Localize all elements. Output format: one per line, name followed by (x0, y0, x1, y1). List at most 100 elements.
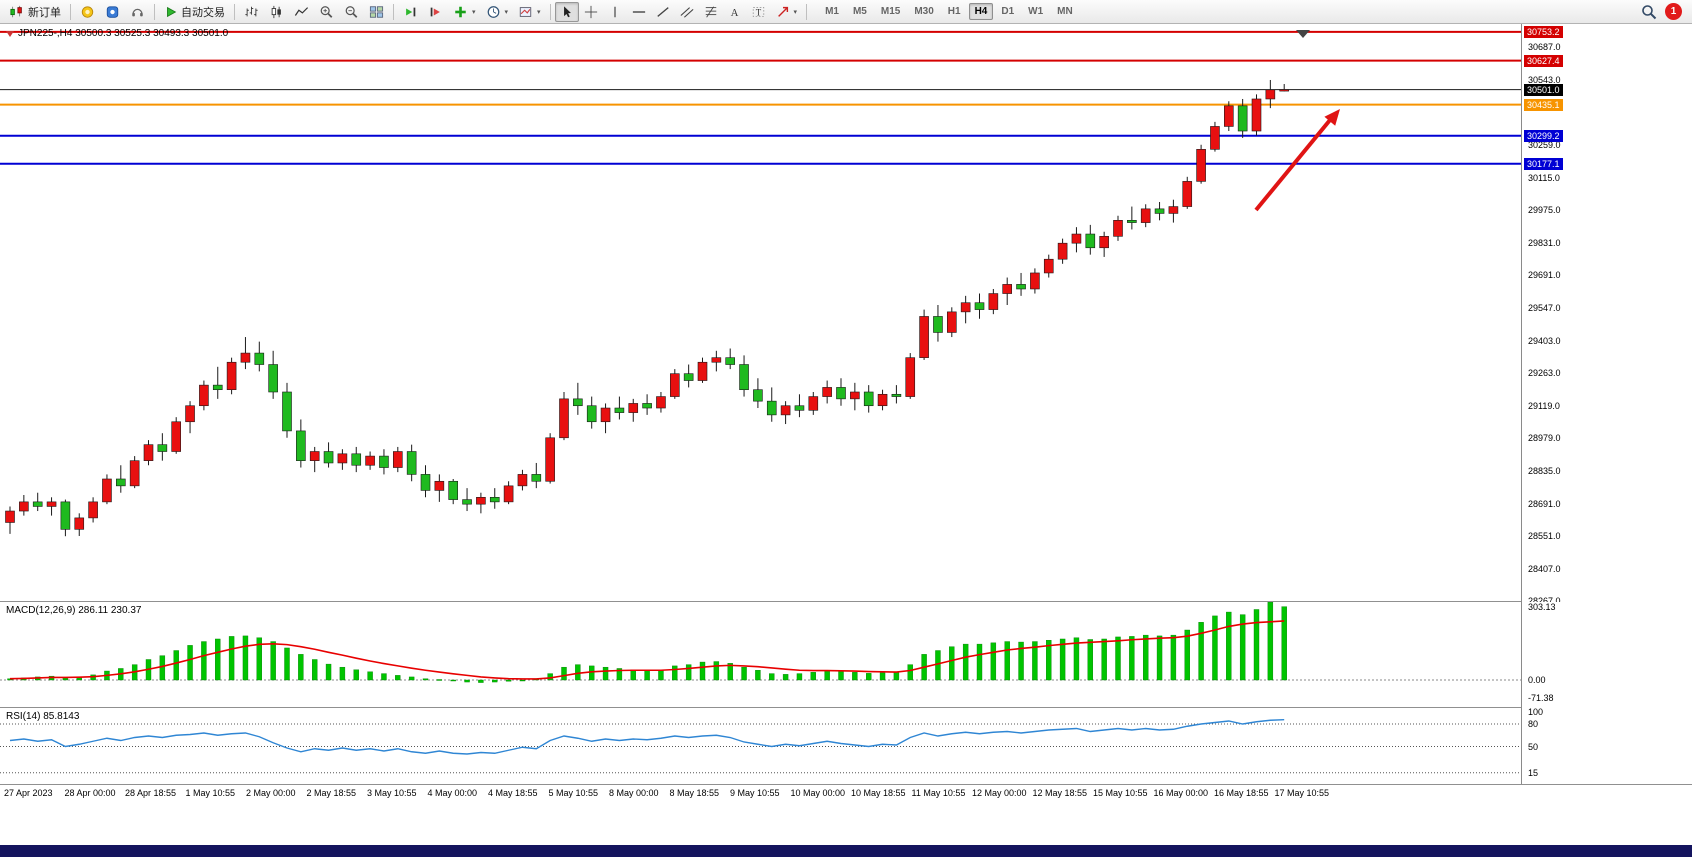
timeframe-button-m5[interactable]: M5 (852, 6, 867, 17)
horizontal-line-button[interactable] (627, 2, 651, 22)
autotrading-button[interactable]: 自动交易 (159, 2, 230, 22)
text-icon: A (731, 8, 739, 19)
tile-windows-button[interactable] (364, 2, 389, 22)
timeframe-group: M1 M5 M15 M30 H1 H4 D1 W1 MN (819, 3, 1079, 20)
arrows-button[interactable]: ▾ (771, 2, 803, 22)
search-icon[interactable] (1641, 4, 1657, 20)
price-axis-label: 29403.0 (1528, 335, 1561, 346)
chevron-down-icon: ▾ (472, 8, 476, 16)
autotrading-label: 自动交易 (181, 6, 225, 19)
time-axis: 27 Apr 2023 28 Apr 00:00 28 Apr 18:55 1 May… (0, 784, 1692, 802)
price-badge: 30299.2 (1524, 129, 1563, 142)
timeframe-button-m1[interactable]: M1 (825, 6, 839, 17)
timeframe-button-m30[interactable]: M30 (914, 6, 934, 17)
templates-button[interactable]: ▾ (513, 2, 546, 22)
toolbar-right: 1 (1641, 3, 1688, 20)
timeframe-button-h1[interactable]: H1 (947, 6, 961, 17)
price-axis-label: 30687.0 (1528, 42, 1561, 52)
fibonacci-button[interactable] (699, 2, 723, 22)
price-axis-label: 28835.0 (1528, 465, 1561, 476)
rsi-axis-label: 100 (1528, 707, 1544, 717)
time-axis-label: 28 Apr 18:55 (125, 788, 177, 798)
label-icon: T (752, 6, 765, 17)
price-axis: 30687.0 30543.0 30259.0 30115.0 29975.0 29831… (1523, 24, 1692, 606)
svg-text:T: T (756, 7, 762, 17)
time-axis-label: 16 May 00:00 (1153, 788, 1209, 798)
macd-axis-label: -71.38 (1528, 693, 1554, 704)
cursor-button[interactable] (554, 1, 579, 22)
separator (234, 3, 235, 20)
indicators-icon (455, 6, 466, 17)
time-axis-label: 3 May 10:55 (367, 788, 417, 798)
community-icon (106, 5, 119, 18)
candlestick-chart (0, 30, 1521, 537)
crosshair-button[interactable] (579, 2, 603, 22)
timeframe-button-m15[interactable]: M15 (880, 6, 901, 17)
price-badge: 30753.2 (1524, 25, 1563, 38)
chart-shift-button[interactable] (423, 2, 448, 22)
chart-line-button[interactable] (289, 2, 314, 22)
symbol-icon (6, 30, 14, 37)
price-badge: 30177.1 (1524, 157, 1563, 170)
chart-bars-button[interactable] (239, 2, 264, 22)
trendline-icon (656, 6, 669, 17)
toolbar: 新订单 自动交易 (0, 0, 1692, 24)
time-axis-label: 8 May 18:55 (669, 788, 720, 798)
time-axis-label: 10 May 18:55 (851, 788, 906, 798)
price-axis-label: 29263.0 (1528, 367, 1561, 378)
time-axis-label: 12 May 00:00 (972, 788, 1027, 798)
rsi-chart (0, 718, 1521, 774)
macd-panel: MACD(12,26,9) 286.11 230.37 (0, 601, 1521, 707)
market-button[interactable] (125, 2, 150, 22)
metaeditor-button[interactable] (75, 2, 100, 22)
autotrading-icon (167, 6, 177, 17)
main-chart-panel: JPN225-,H4 30500.3 30525.3 30493.3 30501… (0, 24, 1521, 601)
timeframe-button-mn[interactable]: MN (1057, 6, 1073, 17)
zoom-out-icon (345, 5, 358, 18)
indicators-button[interactable]: ▾ (448, 2, 481, 22)
timeframe-button-h4[interactable]: H4 (968, 3, 994, 20)
zoom-in-button[interactable] (314, 2, 339, 22)
crosshair-icon (584, 5, 597, 18)
new-order-button[interactable]: 新订单 (4, 2, 66, 22)
macd-chart (0, 602, 1521, 683)
time-axis-label: 1 May 10:55 (185, 788, 236, 798)
time-axis-label: 15 May 10:55 (1093, 788, 1148, 798)
separator (549, 3, 551, 20)
metaeditor-icon (81, 5, 94, 18)
time-axis-label: 28 Apr 00:00 (64, 788, 116, 798)
bottom-scrollbar[interactable] (0, 845, 1692, 857)
zoom-out-button[interactable] (339, 2, 364, 22)
time-axis-label: 16 May 18:55 (1214, 788, 1269, 798)
periods-button[interactable]: ▾ (481, 2, 514, 22)
notification-badge[interactable]: 1 (1665, 3, 1682, 20)
trend-arrow[interactable] (1254, 109, 1340, 212)
chart-shift-icon (430, 7, 440, 16)
text-button[interactable]: A (723, 2, 747, 22)
chevron-down-icon: ▾ (793, 8, 798, 16)
timeframe-button-d1[interactable]: D1 (1001, 6, 1015, 17)
auto-scroll-button[interactable] (398, 2, 423, 22)
rsi-axis-label: 80 (1528, 719, 1539, 729)
timeframe-button-w1[interactable]: W1 (1028, 6, 1044, 17)
time-axis-label: 5 May 10:55 (548, 788, 599, 798)
chart-candles-button[interactable] (264, 2, 289, 22)
cursor-icon (564, 5, 572, 17)
vertical-line-button[interactable] (603, 2, 627, 22)
community-button[interactable] (100, 2, 125, 22)
ohlc-info: JPN225-,H4 30500.3 30525.3 30493.3 30501… (18, 28, 229, 39)
trendline-button[interactable] (651, 2, 675, 22)
price-badge: 30435.1 (1524, 98, 1563, 111)
channel-button[interactable] (675, 2, 699, 22)
separator (154, 3, 155, 20)
time-axis-label: 12 May 18:55 (1032, 788, 1088, 798)
rsi-axis: 100 80 50 15 (1523, 707, 1692, 784)
periods-icon (487, 5, 499, 18)
time-axis-label: 2 May 18:55 (306, 788, 357, 798)
macd-axis: 303.13 0.00 -71.38 (1523, 602, 1692, 707)
time-axis-label: 27 Apr 2023 (4, 788, 53, 798)
chevron-down-icon: ▾ (537, 8, 541, 16)
time-axis-label: 17 May 10:55 (1274, 788, 1330, 798)
label-button[interactable]: T (747, 2, 771, 22)
chart-shift-marker[interactable] (1296, 30, 1310, 38)
